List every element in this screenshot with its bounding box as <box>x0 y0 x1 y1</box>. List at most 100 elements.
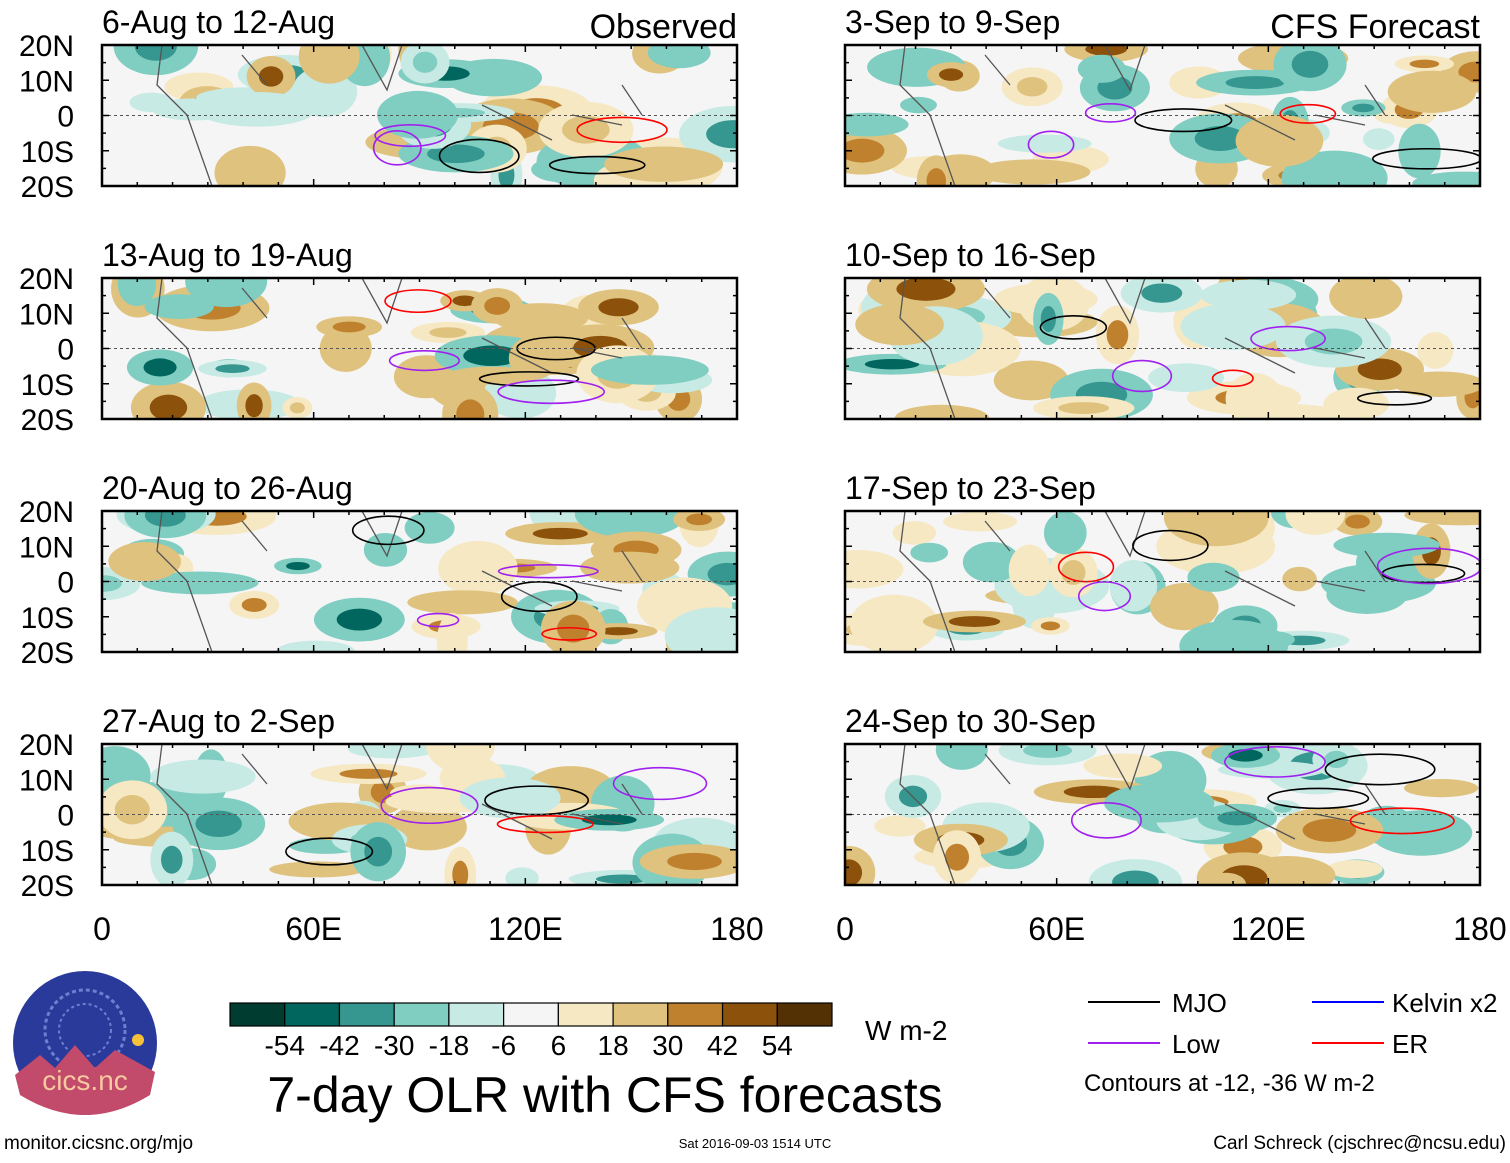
wave-contour <box>496 815 594 834</box>
wave-contour <box>1111 359 1173 393</box>
olr-anomaly-core <box>1458 61 1480 83</box>
olr-anomaly-core <box>864 359 920 370</box>
panel-title: 27-Aug to 2-Sep <box>102 703 335 739</box>
wave-contour <box>1279 103 1337 124</box>
olr-anomaly-blob <box>1180 303 1286 350</box>
wave-contour <box>1356 391 1433 406</box>
colorbar-tick-label: 42 <box>707 1030 738 1061</box>
olr-anomaly-blob <box>407 590 518 615</box>
olr-anomaly-core <box>1352 103 1375 113</box>
panel-title: 20-Aug to 26-Aug <box>102 470 353 506</box>
olr-anomaly-blob <box>1150 583 1219 631</box>
contour-note: Contours at -12, -36 W m-2 <box>1084 1070 1375 1097</box>
olr-anomaly-blob <box>580 551 680 584</box>
olr-anomaly-blob <box>1394 371 1480 397</box>
olr-anomaly-core <box>667 852 722 871</box>
lat-tick-label: 20S <box>21 637 74 670</box>
olr-anomaly-blob <box>377 90 459 139</box>
wave-contour <box>1211 369 1254 388</box>
lat-tick-label: 20N <box>19 729 74 762</box>
olr-anomaly-blob <box>900 96 937 114</box>
coastline <box>899 278 1386 419</box>
colorbar-swatch <box>612 1002 669 1027</box>
olr-anomaly-core <box>143 358 177 377</box>
lon-tick-label: 120E <box>1231 911 1306 947</box>
olr-anomaly-blob <box>1179 620 1289 652</box>
olr-anomaly-blob <box>962 541 1021 583</box>
olr-anomaly-core <box>1063 785 1124 799</box>
lon-tick-label: 180 <box>710 911 763 947</box>
colorbar-tick-label: -30 <box>374 1030 414 1061</box>
olr-anomaly-blob <box>590 355 709 385</box>
olr-anomaly-blob <box>892 521 937 545</box>
colorbar-tick-label: 18 <box>598 1030 629 1061</box>
lat-tick-label: 0 <box>57 101 74 134</box>
colorbar-tick-label: -42 <box>319 1030 359 1061</box>
olr-anomaly-core <box>938 68 964 81</box>
olr-anomaly-blob <box>276 640 355 652</box>
olr-anomaly-core <box>845 138 885 163</box>
legend-label-er: ER <box>1392 1029 1428 1059</box>
wave-contour <box>1027 130 1075 159</box>
olr-anomaly-core <box>161 845 183 874</box>
olr-anomaly-blob <box>196 92 317 127</box>
olr-anomaly-core <box>1061 560 1086 585</box>
wave-contour <box>1324 753 1436 786</box>
olr-anomaly-blob <box>849 594 939 652</box>
olr-anomaly-blob <box>604 146 724 182</box>
olr-anomaly-blob <box>974 159 1091 185</box>
figure-title: 7-day OLR with CFS forecasts <box>267 1067 942 1123</box>
olr-anomaly-core <box>595 874 651 884</box>
lat-tick-label: 10N <box>19 531 74 564</box>
olr-anomaly-core <box>948 616 1001 627</box>
wave-contour <box>388 349 460 372</box>
olr-anomaly-core <box>195 810 242 837</box>
lon-tick-label: 60E <box>285 911 342 947</box>
wave-contour <box>1349 807 1455 835</box>
olr-anomaly-blob <box>647 45 711 69</box>
olr-anomaly-core <box>429 327 467 338</box>
wave-contour <box>384 289 452 314</box>
olr-anomaly-core <box>896 278 956 301</box>
olr-anomaly-blob <box>574 511 687 538</box>
olr-anomaly-core <box>1228 749 1263 762</box>
olr-anomaly-blob <box>108 541 182 582</box>
olr-anomaly-core <box>598 627 638 636</box>
wave-contour <box>1267 787 1370 810</box>
olr-anomaly-blob <box>150 759 256 794</box>
olr-anomaly-core <box>1357 358 1402 380</box>
olr-anomaly-core <box>456 399 485 419</box>
coastline <box>156 45 643 186</box>
olr-anomaly-core <box>1217 811 1258 826</box>
legend-label-low: Low <box>1172 1029 1220 1059</box>
olr-anomaly-blob <box>855 303 944 346</box>
olr-anomaly-blob <box>141 571 259 595</box>
olr-anomaly-blob <box>997 134 1092 153</box>
olr-anomaly-core <box>1291 50 1329 78</box>
wave-contour <box>497 379 606 405</box>
olr-anomaly-blob <box>1285 511 1346 535</box>
olr-anomaly-core <box>1409 59 1440 69</box>
olr-anomaly-blob <box>942 511 1018 532</box>
footer-timestamp: Sat 2016-09-03 1514 UTC <box>679 1136 831 1151</box>
logo-text: cics.nc <box>42 1065 128 1096</box>
column-label: Observed <box>590 8 737 46</box>
colorbar-units: W m-2 <box>865 1015 947 1046</box>
coastline <box>156 278 643 419</box>
olr-anomaly-core <box>114 795 150 825</box>
lat-tick-label: 0 <box>57 334 74 367</box>
colorbar-tick-label: 54 <box>762 1030 793 1061</box>
olr-anomaly-blob <box>1206 872 1246 885</box>
wave-contour <box>500 581 578 613</box>
olr-anomaly-core <box>598 298 639 317</box>
olr-anomaly-blob <box>214 145 286 186</box>
wave-contour <box>576 116 668 144</box>
olr-anomaly-blob <box>269 861 365 878</box>
olr-anomaly-core <box>1023 744 1073 758</box>
olr-anomaly-blob <box>390 784 449 802</box>
olr-anomaly-core <box>241 597 267 612</box>
olr-anomaly-blob <box>1043 511 1087 555</box>
panel-title: 13-Aug to 19-Aug <box>102 237 353 273</box>
